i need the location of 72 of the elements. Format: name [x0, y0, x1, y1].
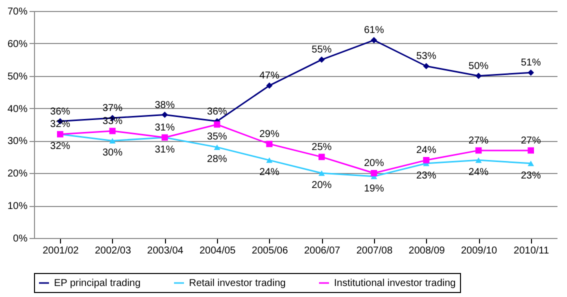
data-label: 29%	[259, 128, 280, 140]
data-label: 30%	[102, 148, 123, 159]
data-label: 24%	[468, 167, 489, 178]
point	[266, 140, 273, 148]
data-label: 51%	[520, 58, 541, 69]
point	[266, 82, 273, 89]
data-label: 24%	[259, 167, 280, 178]
y-tick-label: 70%	[7, 6, 28, 18]
point	[528, 160, 534, 166]
data-label: 37%	[102, 103, 123, 114]
data-label: 36%	[50, 106, 70, 118]
data-label: 53%	[416, 51, 436, 62]
y-tick-label: 30%	[7, 136, 28, 148]
x-tick-label: 2009/10	[460, 246, 498, 256]
point	[370, 37, 378, 44]
data-label: 35%	[207, 132, 228, 142]
data-label: 61%	[364, 25, 384, 36]
data-label: 31%	[154, 144, 175, 156]
point	[528, 147, 534, 154]
data-label: 23%	[520, 170, 541, 182]
data-label: 23%	[416, 170, 436, 182]
legend-label: EP principal trading	[54, 278, 141, 289]
data-label: 27%	[520, 135, 541, 146]
x-tick-label: 2008/09	[408, 246, 446, 256]
data-label: 19%	[364, 183, 384, 194]
y-tick-label: 0%	[13, 234, 28, 244]
data-label: 25%	[312, 142, 332, 153]
data-label: 32%	[50, 119, 70, 130]
y-tick-label: 60%	[7, 38, 28, 50]
point	[318, 170, 325, 176]
x-tick-label: 2001/02	[42, 246, 80, 256]
data-label: 32%	[50, 141, 70, 152]
point	[475, 157, 482, 163]
y-tick-label: 50%	[7, 71, 28, 82]
x-tick-label: 2006/07	[304, 246, 341, 256]
legend-label: Retail investor trading	[189, 278, 286, 289]
y-tick-label: 20%	[7, 168, 28, 180]
point	[214, 144, 220, 150]
x-tick-label: 2002/03	[94, 246, 132, 256]
point	[162, 112, 168, 118]
data-label: 20%	[364, 158, 384, 170]
point	[370, 170, 378, 176]
data-label: 38%	[154, 100, 175, 111]
data-label: 28%	[207, 154, 228, 166]
legend-label: Institutional investor trading	[334, 278, 456, 289]
y-tick-label: 40%	[7, 104, 28, 115]
x-tick-label: 2010/11	[514, 246, 550, 256]
point	[318, 56, 325, 63]
data-label: 31%	[154, 122, 175, 134]
data-label: 24%	[416, 145, 436, 156]
point	[266, 157, 273, 163]
point	[423, 62, 430, 70]
point	[475, 147, 482, 154]
x-tick-label: 2005/06	[252, 246, 288, 256]
data-label: 27%	[468, 135, 489, 146]
x-tick-label: 2007/08	[356, 246, 393, 256]
y-tick-label: 10%	[7, 201, 28, 212]
data-label: 55%	[312, 44, 332, 56]
point	[214, 121, 220, 128]
data-label: 47%	[259, 70, 280, 82]
data-label: 33%	[102, 116, 123, 127]
point	[109, 138, 116, 144]
point	[528, 69, 534, 76]
x-tick-label: 2004/05	[199, 246, 236, 256]
data-label: 20%	[312, 180, 332, 192]
point	[109, 128, 116, 134]
point	[475, 72, 482, 80]
data-label: 36%	[207, 106, 228, 118]
point	[423, 157, 430, 164]
data-label: 50%	[468, 60, 489, 72]
x-tick-label: 2003/04	[147, 246, 184, 256]
point	[318, 154, 325, 160]
